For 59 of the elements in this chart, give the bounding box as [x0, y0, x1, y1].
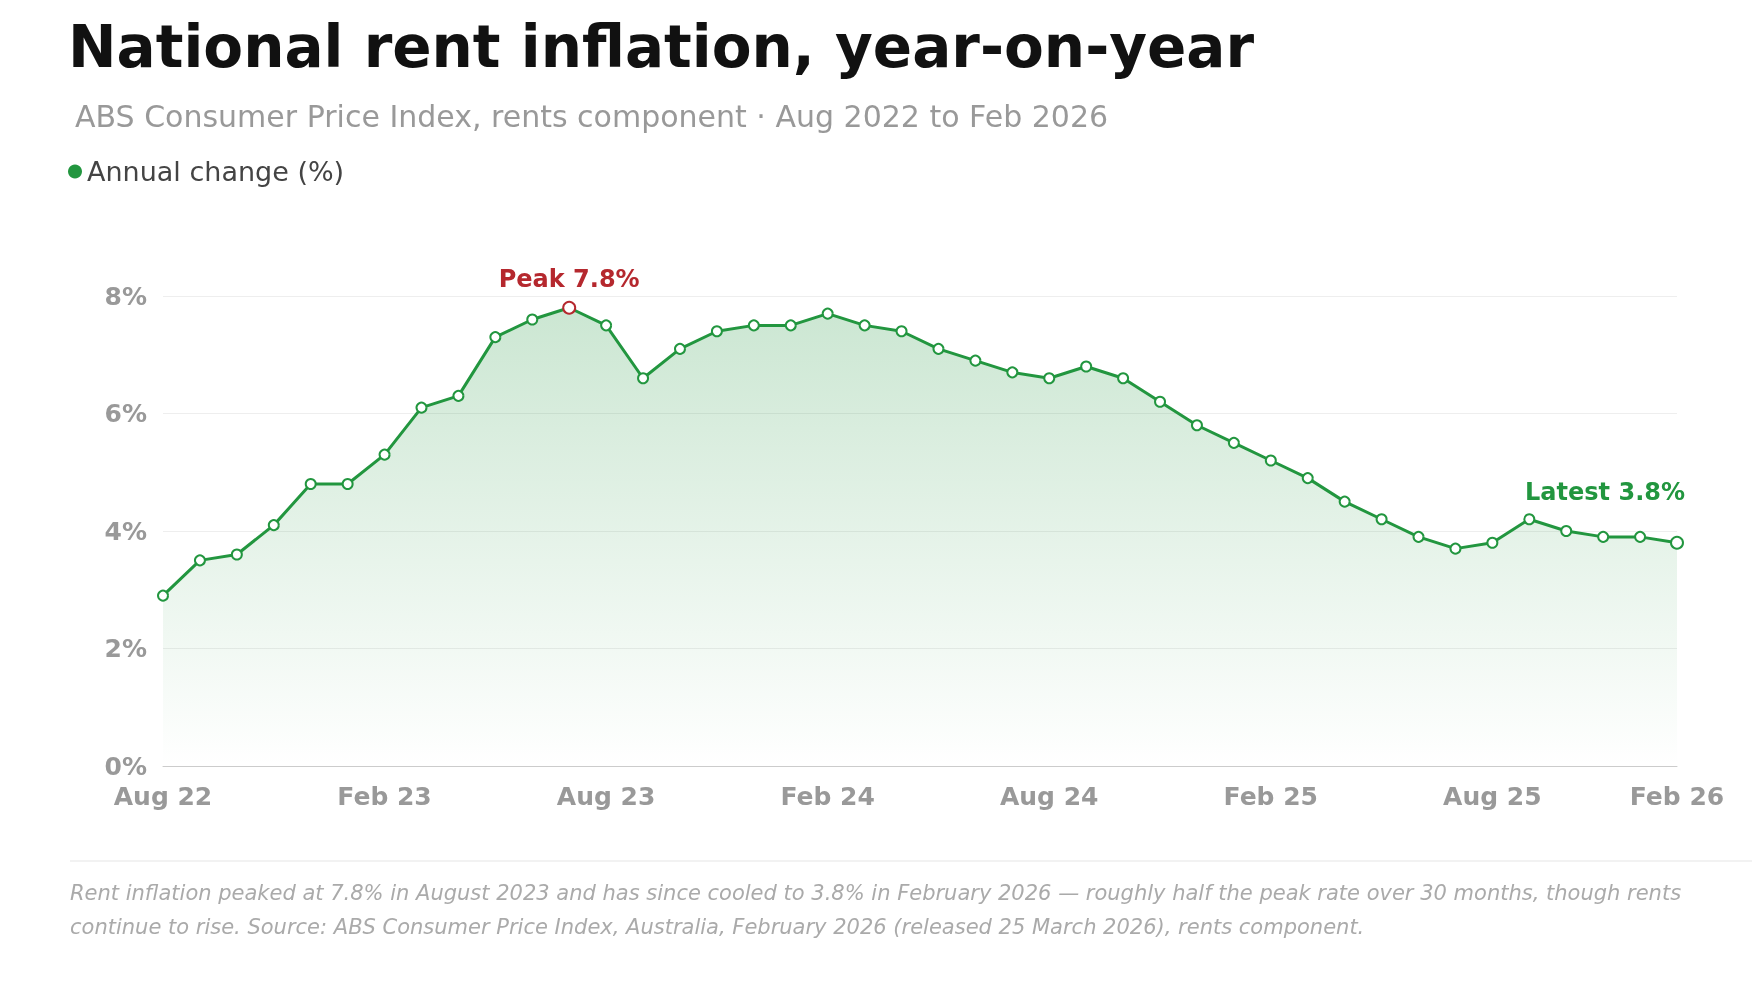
point [378, 448, 391, 461]
annotation: Latest 3.8% [1525, 477, 1685, 506]
point [747, 319, 760, 332]
chart-title: National rent inflation, year-on-year [68, 13, 1255, 81]
point [1190, 419, 1203, 432]
x-tick-label: Feb 23 [337, 782, 432, 811]
point [1375, 513, 1388, 526]
point [1080, 360, 1093, 373]
y-tick-label: 0% [104, 751, 147, 781]
point [673, 342, 686, 355]
point [267, 519, 280, 532]
x-tick-label: Aug 25 [1443, 782, 1542, 811]
point [341, 478, 354, 490]
point [1301, 472, 1314, 485]
legend-label: Annual change (%) [87, 156, 345, 187]
x-tick-label: Feb 25 [1223, 782, 1319, 811]
chart-subtitle: ABS Consumer Price Index, rents component · Aug 2022 to Feb 2026 [75, 98, 1109, 134]
y-tick-label: 2% [104, 634, 147, 663]
point [304, 478, 317, 490]
point [1560, 525, 1573, 537]
annotation: Peak 7.8% [498, 264, 640, 293]
point [600, 319, 613, 332]
point [1154, 395, 1167, 408]
point [193, 554, 206, 567]
point [1486, 536, 1499, 549]
x-tick-label: Aug 24 [999, 782, 1099, 811]
point [489, 331, 502, 344]
x-tick-label: Aug 22 [113, 782, 213, 811]
point [1523, 513, 1536, 526]
point [1412, 530, 1425, 543]
point [637, 372, 650, 385]
point [452, 389, 465, 402]
point [932, 342, 945, 355]
point [157, 589, 169, 602]
x-tick-label: Feb 24 [780, 782, 875, 811]
point [969, 354, 982, 367]
y-tick-label: 8% [104, 281, 147, 311]
x-tick-label: Aug 23 [556, 782, 656, 811]
point [526, 313, 539, 326]
point [1264, 454, 1277, 467]
point [1043, 372, 1056, 385]
point [1449, 542, 1462, 555]
x-tick-label: Feb 26 [1629, 782, 1725, 811]
y-tick-label: 6% [104, 399, 147, 428]
point [710, 325, 723, 338]
point [415, 401, 428, 414]
point [858, 319, 871, 332]
point [230, 548, 243, 561]
point [784, 319, 797, 332]
point [1006, 366, 1019, 379]
point [1634, 530, 1647, 543]
y-tick-label: 4% [104, 516, 147, 546]
point [1117, 372, 1130, 385]
text: Rent inflation peaked at 7.8% in August 2023 and has since cooled to 3.8% in February 2026 — roughly half the peak rate over 30 months, though rents continue to rise. Source: ABS Consumer Price Index, Australia, February 2026 (released 25 March 2026), rents component. [70, 881, 1688, 939]
point [821, 307, 834, 320]
point [1227, 436, 1240, 449]
point [895, 325, 908, 338]
point [1338, 495, 1351, 508]
point [1597, 530, 1610, 543]
